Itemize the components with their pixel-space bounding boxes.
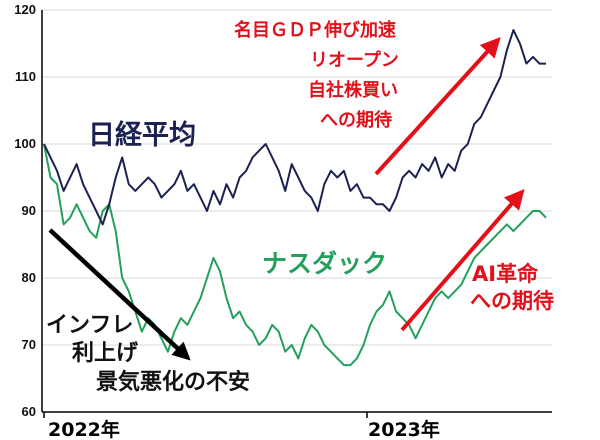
nikkei-reason-1: 名目ＧＤＰ伸び加速 <box>234 19 396 41</box>
nikkei-label: 日経平均 <box>88 119 196 151</box>
decline-reason-2: 利上げ <box>72 341 139 366</box>
y-tick-label: 70 <box>22 337 36 352</box>
y-tick-label: 80 <box>22 270 36 285</box>
series-line-nasdaq <box>43 143 547 367</box>
decline-reason-1: インフレ <box>46 313 133 338</box>
x-label-2022: 2022年 <box>48 418 120 440</box>
grid-lines <box>42 9 552 346</box>
nikkei-reason-2: リオープン <box>310 49 399 71</box>
x-label-2023: 2023年 <box>368 418 440 440</box>
decline-reason-3: 景気悪化の不安 <box>96 369 250 395</box>
nasdaq-label: ナスダック <box>262 249 387 278</box>
series-line-nikkei <box>43 29 546 226</box>
decline-arrow <box>48 228 191 361</box>
nikkei-trend-arrow <box>374 37 501 176</box>
y-tick-label: 110 <box>15 69 36 84</box>
nasdaq-trend-arrow <box>400 188 525 332</box>
nikkei-reason-4: への期待 <box>320 109 392 131</box>
nasdaq-reason-1: AI革命 <box>472 262 539 286</box>
y-tick-label: 60 <box>22 404 36 419</box>
nasdaq-reason-2: への期待 <box>470 289 554 313</box>
y-tick-label: 120 <box>14 2 36 17</box>
y-axis-ticks: 60 70 80 90 100 110 120 <box>14 2 36 419</box>
nikkei-reason-3: 自社株買い <box>308 79 398 101</box>
y-tick-label: 90 <box>22 203 36 218</box>
y-tick-label: 100 <box>14 136 36 151</box>
